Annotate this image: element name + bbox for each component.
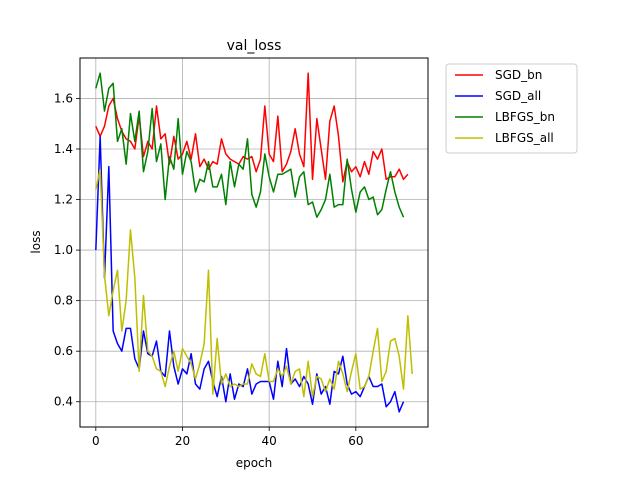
grid [80, 58, 428, 427]
x-axis-label: epoch [236, 456, 273, 470]
legend-label-sgd-bn: SGD_bn [495, 68, 542, 82]
legend-label-sgd-all: SGD_all [495, 89, 541, 103]
y-tick-label: 1.2 [54, 193, 73, 207]
y-axis-ticks: 0.4 0.6 0.8 1.0 1.2 1.4 1.6 [54, 91, 80, 409]
series-line-sgd-bn [95, 72, 409, 183]
y-tick-label: 1.6 [54, 91, 73, 105]
y-tick-label: 1.0 [54, 243, 73, 257]
legend-label-lbfgs-all: LBFGS_all [495, 131, 554, 145]
legend: SGD_bn SGD_all LBFGS_bn LBFGS_all [445, 63, 578, 154]
x-axis-ticks: 0 20 40 60 [92, 427, 363, 448]
plot-frame [79, 57, 429, 428]
x-tick-label: 0 [92, 434, 100, 448]
y-axis-label: loss [29, 230, 43, 253]
chart-title: val_loss [227, 38, 282, 54]
x-tick-label: 20 [175, 434, 190, 448]
y-tick-label: 0.4 [54, 395, 73, 409]
y-tick-label: 0.8 [54, 294, 73, 308]
y-tick-label: 1.4 [54, 142, 73, 156]
series-lines [95, 72, 413, 413]
legend-label-lbfgs-bn: LBFGS_bn [495, 110, 555, 124]
series-line-lbfgs-all [95, 168, 413, 398]
y-tick-label: 0.6 [54, 344, 73, 358]
x-tick-label: 40 [262, 434, 277, 448]
series-line-lbfgs-bn [95, 72, 405, 218]
legend-box [445, 63, 578, 154]
x-tick-label: 60 [348, 434, 363, 448]
